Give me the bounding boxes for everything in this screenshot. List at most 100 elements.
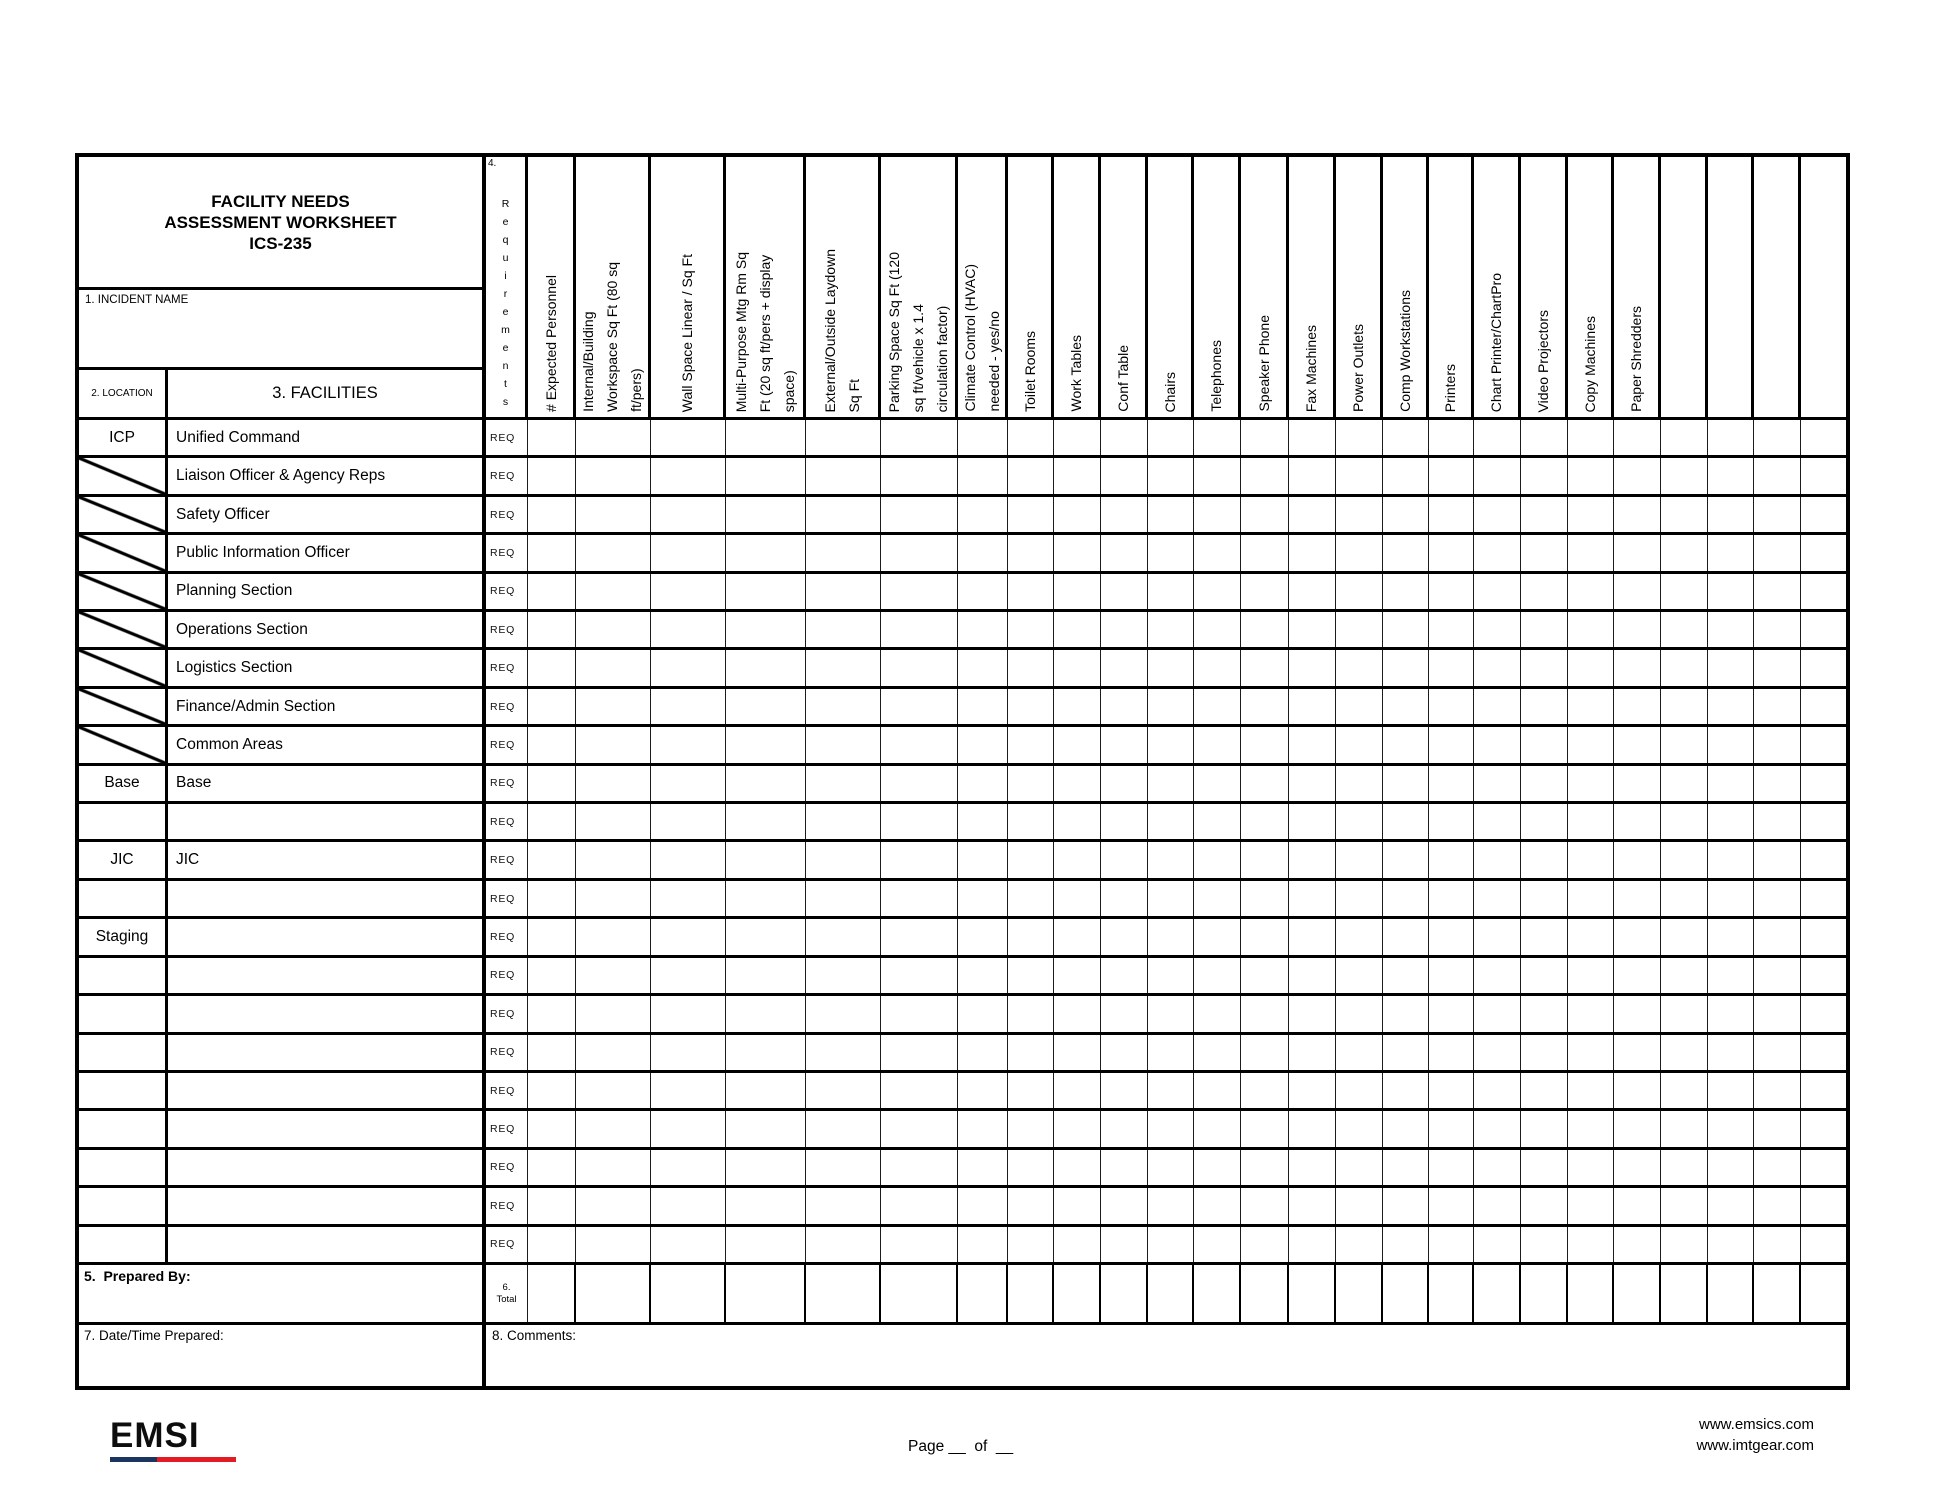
requirement-cell[interactable] xyxy=(958,804,1008,840)
requirement-cell[interactable] xyxy=(1474,842,1521,878)
requirement-cell[interactable] xyxy=(1148,957,1194,994)
requirement-cell[interactable] xyxy=(528,996,576,1032)
requirement-cell[interactable] xyxy=(1801,689,1846,724)
requirement-cell[interactable] xyxy=(1521,420,1568,456)
requirement-cell[interactable] xyxy=(1148,1072,1194,1109)
requirement-cell[interactable] xyxy=(726,496,806,533)
requirement-cell[interactable] xyxy=(651,842,726,878)
requirement-cell[interactable] xyxy=(1568,650,1614,686)
requirement-cell[interactable] xyxy=(1801,612,1846,647)
requirement-cell[interactable] xyxy=(958,996,1008,1032)
requirement-cell[interactable] xyxy=(1383,957,1429,994)
requirement-cell[interactable] xyxy=(1008,804,1054,840)
requirement-cell[interactable] xyxy=(806,1072,881,1109)
requirement-cell[interactable] xyxy=(1474,1226,1521,1262)
requirement-cell[interactable] xyxy=(1708,688,1754,725)
requirement-cell[interactable] xyxy=(1054,535,1101,571)
requirement-cell[interactable] xyxy=(1336,1111,1383,1147)
requirement-cell[interactable] xyxy=(1429,842,1474,878)
requirement-cell[interactable] xyxy=(958,496,1008,533)
requirement-cell[interactable] xyxy=(1194,612,1241,648)
requirement-cell[interactable] xyxy=(1568,573,1614,610)
requirement-cell[interactable] xyxy=(1614,880,1661,917)
requirement-cell[interactable] xyxy=(528,1149,576,1186)
requirement-cell[interactable] xyxy=(1289,842,1336,878)
requirement-cell[interactable] xyxy=(726,1072,806,1109)
location-cell[interactable] xyxy=(79,1072,168,1109)
requirement-cell[interactable] xyxy=(958,612,1008,648)
requirement-cell[interactable] xyxy=(1383,1111,1429,1147)
requirement-cell[interactable] xyxy=(881,458,958,494)
imtgear-link[interactable]: www.imtgear.com xyxy=(1696,1437,1814,1454)
requirement-cell[interactable] xyxy=(1336,1072,1383,1109)
requirement-cell[interactable] xyxy=(1429,496,1474,533)
requirement-cell[interactable] xyxy=(1336,1034,1383,1070)
requirement-cell[interactable] xyxy=(1614,842,1661,878)
requirement-cell[interactable] xyxy=(1429,957,1474,994)
requirement-cell[interactable] xyxy=(1241,957,1289,994)
requirement-cell[interactable] xyxy=(1008,1072,1054,1109)
requirement-cell[interactable] xyxy=(806,804,881,840)
requirement-cell[interactable] xyxy=(1614,1188,1661,1224)
total-cell[interactable] xyxy=(1568,1265,1614,1322)
requirement-cell[interactable] xyxy=(958,1111,1008,1147)
requirement-cell[interactable] xyxy=(1148,535,1194,571)
requirement-cell[interactable] xyxy=(1661,727,1708,763)
requirement-cell[interactable] xyxy=(1289,727,1336,763)
requirement-cell[interactable] xyxy=(651,919,726,955)
requirement-cell[interactable] xyxy=(1289,458,1336,494)
total-cell[interactable] xyxy=(1521,1265,1568,1322)
requirement-cell[interactable] xyxy=(1054,612,1101,648)
requirement-cell[interactable] xyxy=(806,842,881,878)
requirement-cell[interactable] xyxy=(1429,420,1474,456)
requirement-cell[interactable] xyxy=(1054,458,1101,494)
requirement-cell[interactable] xyxy=(1661,458,1708,494)
requirement-cell[interactable] xyxy=(1383,919,1429,955)
requirement-cell[interactable] xyxy=(1054,957,1101,994)
requirement-cell[interactable] xyxy=(1708,919,1754,955)
requirement-cell[interactable] xyxy=(1241,688,1289,725)
requirement-cell[interactable] xyxy=(1101,573,1148,610)
requirement-cell[interactable] xyxy=(1801,727,1846,762)
requirement-cell[interactable] xyxy=(651,765,726,802)
requirement-cell[interactable] xyxy=(1383,496,1429,533)
requirement-cell[interactable] xyxy=(1754,765,1801,802)
requirement-cell[interactable] xyxy=(528,1188,576,1224)
requirement-cell[interactable] xyxy=(1708,420,1754,456)
total-cell[interactable] xyxy=(1708,1265,1754,1322)
requirement-cell[interactable] xyxy=(1568,1149,1614,1186)
requirement-cell[interactable] xyxy=(576,880,651,917)
comments-field[interactable]: 8. Comments: xyxy=(486,1325,1846,1386)
requirement-cell[interactable] xyxy=(1101,842,1148,878)
requirement-cell[interactable] xyxy=(1708,573,1754,610)
requirement-cell[interactable] xyxy=(576,957,651,994)
requirement-cell[interactable] xyxy=(1289,996,1336,1032)
requirement-cell[interactable] xyxy=(1054,1226,1101,1262)
requirement-cell[interactable] xyxy=(1568,842,1614,878)
requirement-cell[interactable] xyxy=(1521,535,1568,571)
requirement-cell[interactable] xyxy=(1289,1188,1336,1224)
total-cell[interactable] xyxy=(1336,1265,1383,1322)
requirement-cell[interactable] xyxy=(806,612,881,648)
requirement-cell[interactable] xyxy=(576,458,651,494)
requirement-cell[interactable] xyxy=(881,496,958,533)
requirement-cell[interactable] xyxy=(1568,880,1614,917)
requirement-cell[interactable] xyxy=(528,957,576,994)
requirement-cell[interactable] xyxy=(1194,765,1241,802)
requirement-cell[interactable] xyxy=(1101,919,1148,955)
location-cell[interactable] xyxy=(79,957,168,994)
requirement-cell[interactable] xyxy=(1101,496,1148,533)
requirement-cell[interactable] xyxy=(1101,804,1148,840)
requirement-cell[interactable] xyxy=(1383,612,1429,648)
requirement-cell[interactable] xyxy=(1008,957,1054,994)
requirement-cell[interactable] xyxy=(1754,1188,1801,1224)
requirement-cell[interactable] xyxy=(726,919,806,955)
requirement-cell[interactable] xyxy=(1054,420,1101,456)
requirement-cell[interactable] xyxy=(1101,880,1148,917)
requirement-cell[interactable] xyxy=(1429,1188,1474,1224)
total-cell[interactable] xyxy=(651,1265,726,1322)
requirement-cell[interactable] xyxy=(1148,612,1194,648)
requirement-cell[interactable] xyxy=(881,880,958,917)
requirement-cell[interactable] xyxy=(806,880,881,917)
requirement-cell[interactable] xyxy=(1429,1111,1474,1147)
